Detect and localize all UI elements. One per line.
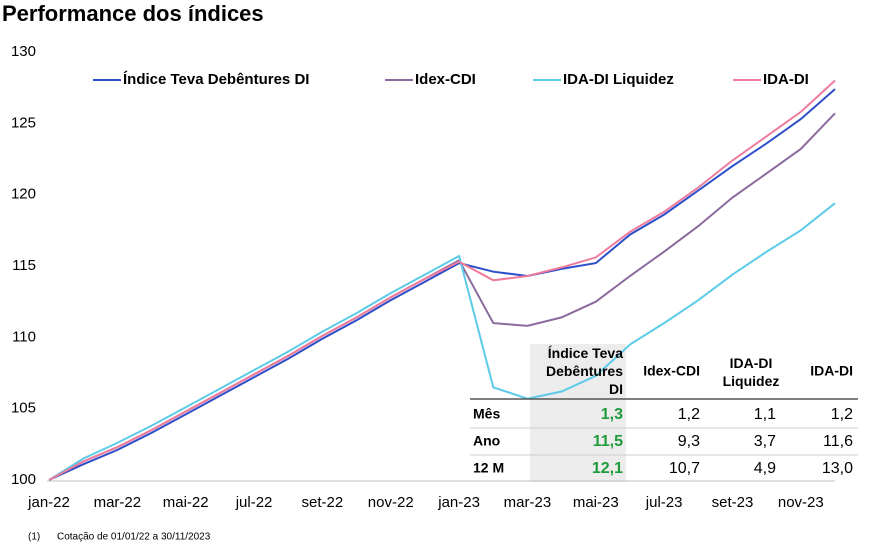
x-tick-label: jan-22 xyxy=(27,494,70,511)
highlight-column xyxy=(530,344,626,482)
table-cell: 13,0 xyxy=(822,460,853,477)
table-cell: 3,7 xyxy=(754,433,776,450)
table-header: Índice Teva Debêntures DI xyxy=(546,345,623,397)
legend-label: IDA-DI Liquidez xyxy=(563,71,674,88)
table-cell: 1,2 xyxy=(678,406,700,423)
legend-label: Índice Teva Debêntures DI xyxy=(123,71,309,88)
x-tick-label: nov-22 xyxy=(368,494,414,511)
series-line xyxy=(48,79,836,481)
chart-title: Performance dos índices xyxy=(2,1,264,26)
table-cell: 11,6 xyxy=(823,433,853,450)
table-cell: 1,3 xyxy=(601,406,623,423)
y-tick-label: 105 xyxy=(11,400,36,417)
row-label: Mês xyxy=(473,406,500,422)
table-header: IDA-DI Liquidez xyxy=(723,355,780,389)
x-tick-label: set-22 xyxy=(302,494,344,511)
table-cell: 11,5 xyxy=(593,433,623,450)
x-tick-label: mar-22 xyxy=(94,494,142,511)
table-cell: 12,1 xyxy=(592,460,623,477)
table-cell: 9,3 xyxy=(678,433,700,450)
x-tick-label: mai-22 xyxy=(163,494,209,511)
row-label: Ano xyxy=(473,433,500,449)
x-tick-label: mai-23 xyxy=(573,494,619,511)
y-tick-label: 120 xyxy=(11,186,36,203)
x-tick-label: jul-22 xyxy=(235,494,273,511)
y-tick-label: 130 xyxy=(11,43,36,60)
x-tick-label: jan-23 xyxy=(437,494,480,511)
y-tick-label: 100 xyxy=(11,471,36,488)
table-header: IDA-DI xyxy=(810,363,853,379)
y-tick-label: 110 xyxy=(12,328,36,345)
x-tick-label: nov-23 xyxy=(778,494,824,511)
table-cell: 10,7 xyxy=(669,460,700,477)
legend-label: IDA-DI xyxy=(763,71,809,88)
series-line xyxy=(48,202,836,481)
footnote-marker: (1) xyxy=(28,532,40,543)
y-tick-label: 125 xyxy=(11,114,36,131)
x-tick-label: set-23 xyxy=(712,494,754,511)
footnote: Cotação de 01/01/22 a 30/11/2023 xyxy=(57,532,211,543)
table-header: Idex-CDI xyxy=(643,363,700,379)
row-label: 12 M xyxy=(473,460,504,476)
table-cell: 1,1 xyxy=(754,406,776,423)
series-line xyxy=(48,88,836,481)
table-cell: 1,2 xyxy=(831,406,853,423)
table-cell: 4,9 xyxy=(754,460,776,477)
y-tick-label: 115 xyxy=(12,257,36,274)
legend-label: Idex-CDI xyxy=(415,71,476,88)
x-tick-label: jul-23 xyxy=(645,494,683,511)
x-tick-label: mar-23 xyxy=(504,494,552,511)
